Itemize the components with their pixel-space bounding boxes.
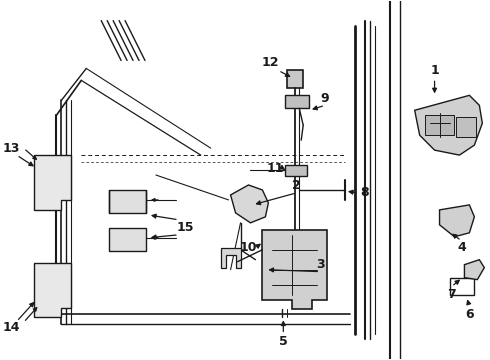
Text: 6: 6 <box>465 308 474 321</box>
Polygon shape <box>287 71 303 88</box>
Polygon shape <box>285 95 309 108</box>
Text: 12: 12 <box>262 56 279 69</box>
Text: 1: 1 <box>430 64 439 77</box>
Circle shape <box>41 270 50 280</box>
Circle shape <box>444 212 459 226</box>
Text: 7: 7 <box>447 288 456 301</box>
Polygon shape <box>449 278 474 294</box>
Text: 9: 9 <box>321 92 329 105</box>
Circle shape <box>467 266 475 274</box>
Text: 13: 13 <box>3 141 20 155</box>
Text: 15: 15 <box>177 221 195 234</box>
Polygon shape <box>415 95 482 155</box>
Text: 4: 4 <box>457 241 466 254</box>
Circle shape <box>459 119 474 135</box>
Circle shape <box>297 250 317 270</box>
Text: 3: 3 <box>316 258 324 271</box>
Text: 8: 8 <box>361 186 369 199</box>
Polygon shape <box>263 230 327 310</box>
Text: 14: 14 <box>3 321 21 334</box>
Circle shape <box>274 252 290 268</box>
Polygon shape <box>465 260 484 280</box>
Polygon shape <box>285 165 307 176</box>
Polygon shape <box>33 263 72 318</box>
Polygon shape <box>457 117 476 137</box>
Polygon shape <box>109 228 146 251</box>
Text: 10: 10 <box>240 241 257 254</box>
Polygon shape <box>440 205 474 237</box>
Text: 5: 5 <box>279 335 288 348</box>
Circle shape <box>245 197 256 209</box>
Circle shape <box>41 185 50 195</box>
Polygon shape <box>231 185 269 223</box>
Text: 2: 2 <box>292 180 301 193</box>
Ellipse shape <box>451 280 458 291</box>
Circle shape <box>41 162 50 172</box>
Circle shape <box>41 293 50 302</box>
Polygon shape <box>33 155 72 210</box>
Text: 11: 11 <box>267 162 284 175</box>
Polygon shape <box>109 190 146 213</box>
Polygon shape <box>425 115 455 135</box>
Polygon shape <box>220 248 241 268</box>
